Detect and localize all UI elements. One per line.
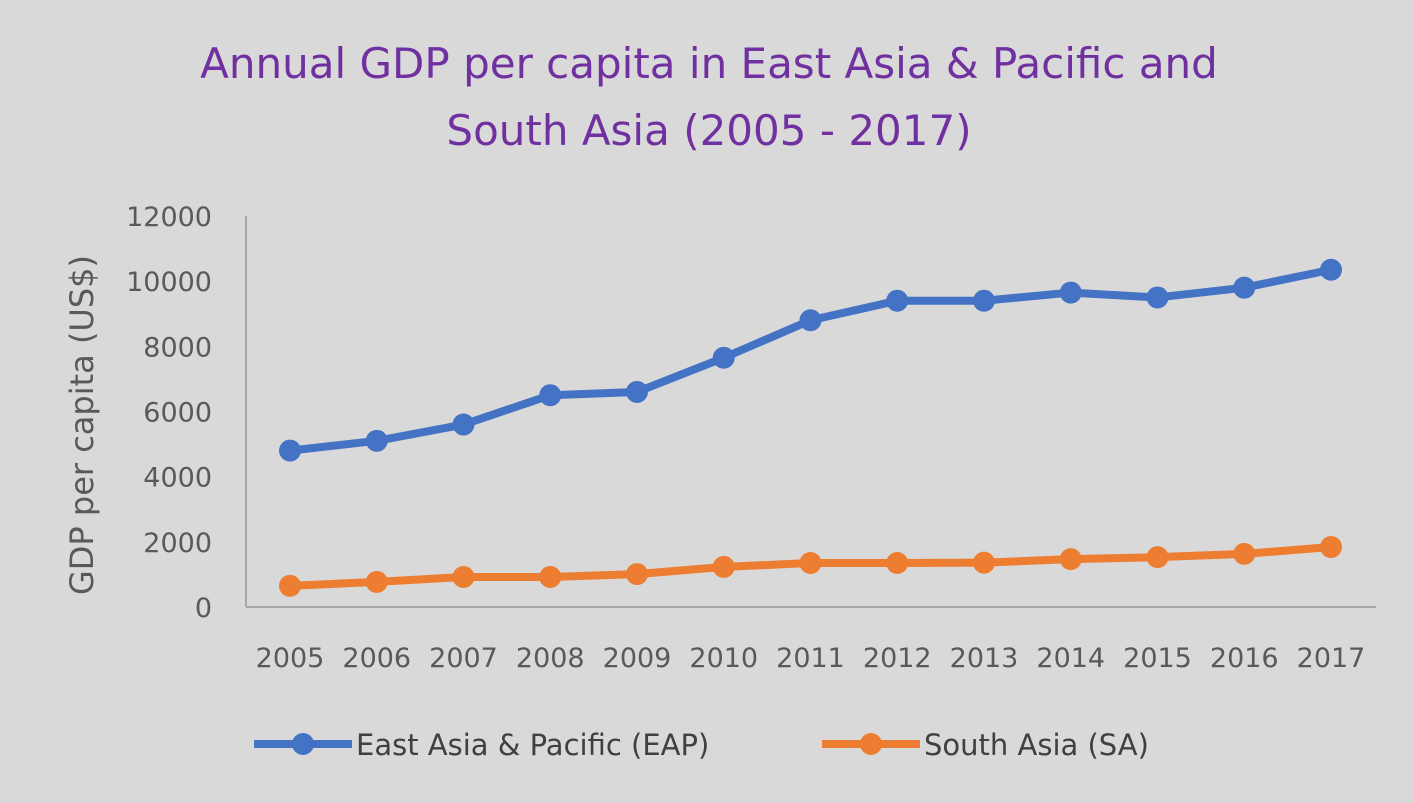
- data-point: [1146, 546, 1169, 569]
- data-point: [279, 574, 301, 597]
- legend-label: East Asia & Pacific (EAP): [356, 728, 709, 762]
- data-point: [626, 380, 648, 403]
- legend-marker-icon: [292, 733, 314, 755]
- x-tick-label: 2015: [1123, 643, 1192, 674]
- y-tick-label: 2000: [143, 528, 212, 559]
- y-tick-label: 0: [195, 593, 212, 624]
- data-point: [1233, 542, 1256, 565]
- data-point: [973, 289, 995, 312]
- data-point: [452, 413, 475, 436]
- x-tick-label: 2005: [256, 643, 325, 674]
- data-point: [886, 289, 909, 312]
- y-tick-label: 12000: [126, 202, 212, 233]
- data-point: [626, 563, 648, 586]
- x-tick-label: 2016: [1210, 643, 1279, 674]
- x-tick-label: 2017: [1297, 643, 1366, 674]
- data-point: [973, 551, 995, 574]
- x-tick-label: 2012: [863, 643, 932, 674]
- data-point: [1146, 286, 1169, 309]
- data-point: [1233, 276, 1256, 299]
- y-tick-label: 8000: [143, 332, 212, 363]
- y-tick-label: 10000: [126, 267, 212, 298]
- data-point: [452, 566, 475, 589]
- data-point: [799, 552, 822, 575]
- data-point: [712, 346, 735, 369]
- data-point: [539, 566, 562, 589]
- x-tick-label: 2007: [429, 643, 498, 674]
- legend-item: South Asia (SA): [822, 728, 1149, 762]
- x-tick-label: 2009: [603, 643, 672, 674]
- data-point: [1059, 548, 1082, 571]
- data-point: [1320, 258, 1342, 281]
- legend-marker-icon: [860, 733, 882, 755]
- x-tick-label: 2006: [342, 643, 411, 674]
- x-tick-label: 2010: [689, 643, 758, 674]
- data-point: [539, 384, 562, 407]
- y-tick-label: 4000: [143, 463, 212, 494]
- series-sa: [279, 536, 1342, 597]
- x-tick-label: 2014: [1036, 643, 1105, 674]
- x-tick-label: 2013: [950, 643, 1019, 674]
- x-tick-label: 2008: [516, 643, 585, 674]
- y-axis-label: GDP per capita (US$): [63, 255, 101, 595]
- series-eap: [279, 258, 1342, 462]
- data-point: [1059, 281, 1082, 304]
- legend-label: South Asia (SA): [924, 728, 1149, 762]
- data-point: [365, 429, 388, 452]
- data-point: [279, 439, 301, 462]
- y-tick-label: 6000: [143, 398, 212, 429]
- x-tick-label: 2011: [776, 643, 845, 674]
- data-point: [799, 309, 822, 332]
- data-point: [1320, 536, 1342, 559]
- legend-item: East Asia & Pacific (EAP): [254, 728, 709, 762]
- series-line: [289, 265, 1332, 455]
- data-point: [365, 570, 388, 593]
- chart-title-line-1: Annual GDP per capita in East Asia & Pac…: [200, 39, 1218, 88]
- data-point: [712, 555, 735, 578]
- data-point: [886, 552, 909, 575]
- chart-title-line-2: South Asia (2005 - 2017): [446, 106, 971, 155]
- legend: East Asia & Pacific (EAP) South Asia (SA): [254, 728, 1149, 762]
